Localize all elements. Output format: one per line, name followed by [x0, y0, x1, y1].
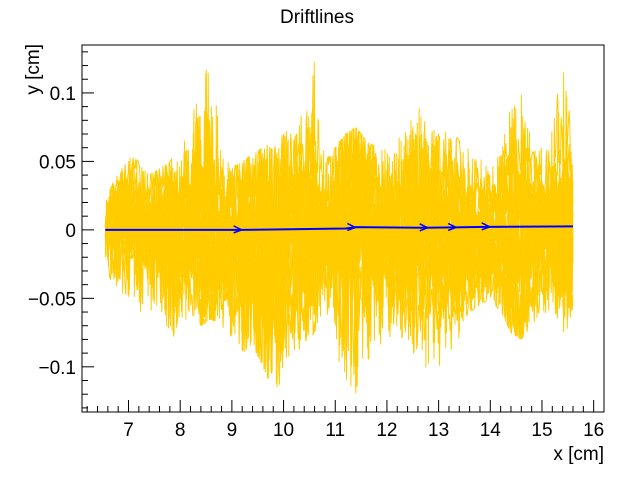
x-axis-label: x [cm] [553, 444, 604, 465]
plot-area [104, 61, 574, 394]
y-tick-label: 0 [65, 221, 76, 242]
drift-arrow-marker [233, 225, 244, 234]
x-tick-label: 12 [376, 420, 397, 441]
x-tick-label: 16 [583, 420, 604, 441]
x-tick-label: 15 [531, 420, 552, 441]
electron-driftline [104, 118, 574, 368]
drift-arrow-marker [347, 222, 358, 232]
chart-title: Driftlines [280, 7, 354, 28]
electron-driftline [104, 61, 574, 373]
axes: 7 8 9 10 11 12 13 14 15 16 −0.1 −0.05 0 0.05 0.1 [28, 44, 605, 441]
y-tick-label: −0.1 [38, 358, 76, 379]
x-tick-label: 14 [480, 420, 502, 441]
x-tick-label: 13 [428, 420, 449, 441]
ion-driftline [105, 225, 574, 231]
y-axis-label: y [cm] [23, 44, 44, 95]
drift-arrow-marker [419, 223, 430, 232]
y-tick-label: −0.05 [28, 289, 76, 310]
drift-arrow-marker [481, 222, 492, 231]
x-tick-label: 10 [273, 420, 294, 441]
drift-arrow-marker [447, 222, 458, 232]
x-tick-label: 7 [123, 420, 134, 441]
electron-driftline [104, 105, 574, 379]
x-tick-label: 11 [325, 420, 345, 441]
y-tick-label: 0.1 [50, 84, 76, 105]
x-tick-label: 8 [175, 420, 186, 441]
y-tick-label: 0.05 [39, 152, 76, 173]
x-tick-label: 9 [227, 420, 238, 441]
plot-frame [81, 44, 605, 413]
electron-driftline [104, 72, 574, 387]
